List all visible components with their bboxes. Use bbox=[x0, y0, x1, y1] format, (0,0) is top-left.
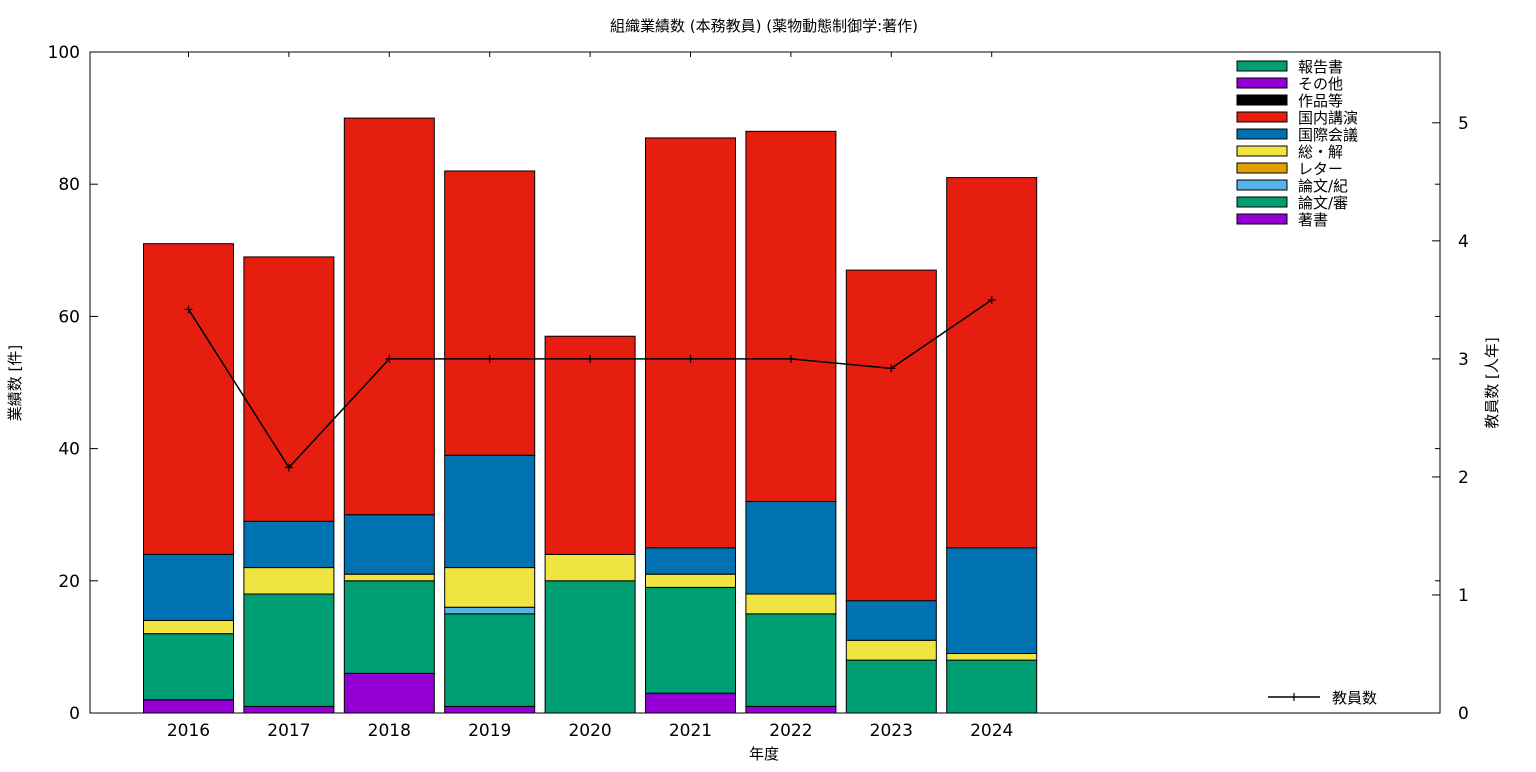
bar-segment bbox=[845, 600, 937, 641]
bar-segment bbox=[946, 177, 1038, 549]
bar-segment bbox=[343, 580, 435, 674]
x-tick-label: 2016 bbox=[167, 721, 210, 741]
bar-segment bbox=[444, 613, 536, 707]
bar-segment bbox=[243, 256, 335, 522]
legend-swatch bbox=[1236, 111, 1288, 123]
legend-label: 国内講演 bbox=[1298, 109, 1358, 127]
bar-segment bbox=[645, 573, 736, 588]
bar-segment bbox=[544, 580, 636, 714]
x-axis-label: 年度 bbox=[749, 745, 779, 763]
x-tick-label: 2017 bbox=[267, 721, 310, 741]
bar-segment bbox=[645, 137, 736, 549]
legend-swatch bbox=[1236, 60, 1288, 72]
bar-segment bbox=[243, 705, 335, 714]
y-tick-label: 0 bbox=[69, 704, 80, 724]
legend-label: その他 bbox=[1298, 75, 1343, 93]
plot-area: 0 20 40 60 80 100 0 1 2 3 4 5 2016 2017 2018 2019 2020 20… bbox=[48, 43, 1469, 741]
bar-segment bbox=[946, 653, 1038, 661]
y-tick-label: 80 bbox=[58, 175, 80, 195]
y-tick-label: 60 bbox=[58, 307, 80, 327]
bar-segment bbox=[845, 269, 937, 602]
bar-segment bbox=[745, 613, 837, 707]
chart-title: 組織業績数 (本務教員) (薬物動態制御学:著作) bbox=[610, 17, 918, 35]
legend-swatch bbox=[1236, 94, 1288, 106]
bar-segment bbox=[243, 520, 335, 569]
bar-segment bbox=[745, 705, 837, 714]
bar-segment bbox=[243, 567, 335, 595]
bar-segment bbox=[544, 553, 636, 582]
legend-label: 論文/紀 bbox=[1298, 177, 1348, 195]
x-tick-label: 2018 bbox=[368, 721, 411, 741]
legend-swatch bbox=[1236, 196, 1288, 208]
legend-swatch bbox=[1236, 128, 1288, 140]
bar-segment bbox=[845, 639, 937, 661]
legend-label: 論文/審 bbox=[1298, 194, 1348, 212]
x-tick-label: 2021 bbox=[669, 721, 712, 741]
bar-segment bbox=[343, 573, 435, 582]
legend-label: 国際会議 bbox=[1298, 126, 1358, 144]
x-tick-label: 2019 bbox=[468, 721, 511, 741]
bar-segment bbox=[143, 553, 234, 621]
bar-segment bbox=[544, 335, 636, 555]
legend-swatch bbox=[1236, 162, 1288, 174]
bar-segment bbox=[343, 514, 435, 575]
legend-label: 報告書 bbox=[1298, 58, 1343, 76]
bar-segment bbox=[243, 593, 335, 707]
y2-tick-label: 3 bbox=[1458, 350, 1469, 370]
legend-swatch bbox=[1236, 145, 1288, 157]
bar-segment bbox=[444, 454, 536, 569]
bar-segment bbox=[745, 500, 837, 595]
y2-tick-label: 0 bbox=[1458, 704, 1469, 724]
legend-swatch bbox=[1236, 179, 1288, 191]
bar-segment bbox=[143, 619, 234, 635]
legend-label: 作品等 bbox=[1298, 92, 1343, 110]
bar-segment bbox=[143, 243, 234, 555]
y2-tick-label: 5 bbox=[1458, 114, 1469, 134]
bar-segment bbox=[444, 170, 536, 456]
x-tick-label: 2020 bbox=[568, 721, 611, 741]
legend-label: 総・解 bbox=[1298, 143, 1343, 161]
y2-axis-label: 教員数 [人年] bbox=[1483, 337, 1501, 428]
y2-tick-label: 1 bbox=[1458, 586, 1469, 606]
bar-segment bbox=[645, 586, 736, 694]
legend-swatch bbox=[1236, 213, 1288, 225]
y-tick-label: 40 bbox=[58, 440, 80, 460]
legend-label: レター bbox=[1298, 160, 1343, 178]
x-tick-label: 2022 bbox=[769, 721, 812, 741]
y-tick-label: 20 bbox=[58, 572, 80, 592]
bar-segment bbox=[845, 659, 937, 714]
bar-segment bbox=[444, 606, 536, 615]
y2-tick-label: 4 bbox=[1458, 232, 1469, 252]
bar-segment bbox=[745, 130, 837, 502]
bar-segment bbox=[946, 659, 1038, 714]
y-tick-label: 100 bbox=[48, 43, 80, 63]
legend-swatch bbox=[1236, 77, 1288, 89]
bar-segment bbox=[645, 692, 736, 714]
bar-segment bbox=[946, 547, 1038, 655]
x-tick-label: 2024 bbox=[970, 721, 1013, 741]
bar-segment bbox=[444, 705, 536, 714]
legend-label: 著書 bbox=[1298, 211, 1328, 229]
legend-line-label: 教員数 bbox=[1332, 689, 1377, 707]
bar-segment bbox=[143, 633, 234, 701]
bar-segment bbox=[343, 117, 435, 516]
bar-segment bbox=[343, 672, 435, 714]
x-tick-label: 2023 bbox=[870, 721, 913, 741]
y-axis-label: 業績数 [件] bbox=[6, 345, 24, 421]
bar-segment bbox=[645, 547, 736, 575]
bar-segment bbox=[143, 699, 234, 714]
bar-segment bbox=[745, 593, 837, 615]
y2-tick-label: 2 bbox=[1458, 468, 1469, 488]
bar-segment bbox=[444, 567, 536, 608]
